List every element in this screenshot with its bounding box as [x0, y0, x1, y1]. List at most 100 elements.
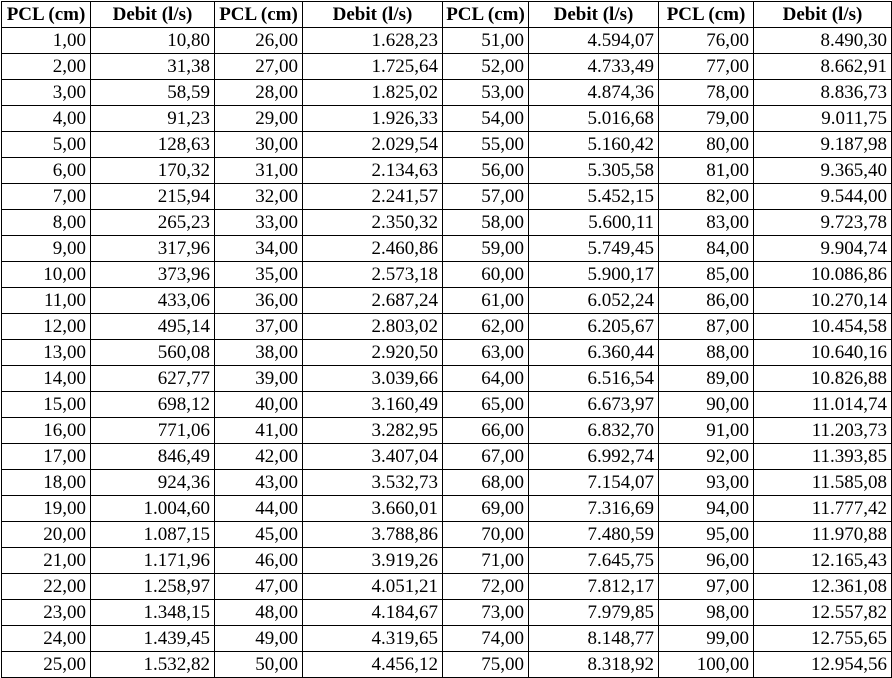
cell-pcl-4: 94,00: [658, 495, 754, 522]
cell-debit-3: 5.160,42: [528, 131, 659, 158]
cell-pcl-1: 21,00: [1, 547, 91, 574]
table-row: 25,00 1.532,82 50,00 4.456,12 75,00 8.318,92 1…: [1, 651, 892, 678]
cell-debit-1: 1.439,45: [90, 625, 215, 652]
cell-pcl-2: 44,00: [214, 495, 303, 522]
cell-debit-4: 10.640,16: [753, 339, 892, 366]
cell-pcl-2: 31,00: [214, 157, 303, 184]
cell-pcl-4: 85,00: [658, 261, 754, 288]
table-row: 24,00 1.439,45 49,00 4.319,65 74,00 8.148,77 9…: [1, 625, 892, 652]
cell-pcl-4: 93,00: [658, 469, 754, 496]
cell-debit-2: 3.039,66: [302, 365, 443, 392]
table-row: 14,00 627,77 39,00 3.039,66 64,00 6.516,54 89,…: [1, 365, 892, 392]
cell-pcl-2: 39,00: [214, 365, 303, 392]
cell-debit-1: 1.087,15: [90, 521, 215, 548]
cell-pcl-3: 69,00: [442, 495, 529, 522]
cell-debit-2: 2.920,50: [302, 339, 443, 366]
cell-pcl-2: 43,00: [214, 469, 303, 496]
cell-pcl-3: 53,00: [442, 79, 529, 106]
cell-pcl-1: 4,00: [1, 105, 91, 132]
cell-debit-4: 11.393,85: [753, 443, 892, 470]
cell-debit-3: 6.673,97: [528, 391, 659, 418]
cell-debit-3: 6.516,54: [528, 365, 659, 392]
cell-debit-2: 3.660,01: [302, 495, 443, 522]
cell-debit-3: 6.360,44: [528, 339, 659, 366]
cell-debit-2: 3.788,86: [302, 521, 443, 548]
cell-pcl-2: 45,00: [214, 521, 303, 548]
cell-pcl-4: 98,00: [658, 599, 754, 626]
cell-debit-2: 2.687,24: [302, 287, 443, 314]
table-row: 8,00 265,23 33,00 2.350,32 58,00 5.600,11 83,0…: [1, 209, 892, 236]
table-body: 1,00 10,80 26,00 1.628,23 51,00 4.594,07 76,00…: [1, 27, 892, 678]
header-pcl-1: PCL (cm): [1, 1, 91, 28]
cell-debit-4: 11.970,88: [753, 521, 892, 548]
cell-debit-4: 11.014,74: [753, 391, 892, 418]
cell-debit-2: 3.407,04: [302, 443, 443, 470]
cell-pcl-4: 86,00: [658, 287, 754, 314]
cell-debit-2: 2.029,54: [302, 131, 443, 158]
cell-pcl-3: 57,00: [442, 183, 529, 210]
table-row: 4,00 91,23 29,00 1.926,33 54,00 5.016,68 79,00…: [1, 105, 892, 132]
cell-pcl-3: 65,00: [442, 391, 529, 418]
cell-debit-4: 10.270,14: [753, 287, 892, 314]
cell-pcl-1: 16,00: [1, 417, 91, 444]
cell-pcl-1: 1,00: [1, 27, 91, 54]
cell-pcl-2: 40,00: [214, 391, 303, 418]
cell-debit-3: 7.316,69: [528, 495, 659, 522]
cell-pcl-4: 81,00: [658, 157, 754, 184]
cell-debit-4: 10.454,58: [753, 313, 892, 340]
cell-debit-3: 6.052,24: [528, 287, 659, 314]
cell-debit-1: 1.171,96: [90, 547, 215, 574]
cell-pcl-3: 74,00: [442, 625, 529, 652]
cell-pcl-3: 56,00: [442, 157, 529, 184]
cell-debit-2: 3.532,73: [302, 469, 443, 496]
cell-debit-3: 7.812,17: [528, 573, 659, 600]
table-row: 19,00 1.004,60 44,00 3.660,01 69,00 7.316,69 9…: [1, 495, 892, 522]
cell-debit-4: 10.826,88: [753, 365, 892, 392]
cell-debit-2: 4.319,65: [302, 625, 443, 652]
cell-pcl-4: 95,00: [658, 521, 754, 548]
header-debit-1: Debit (l/s): [90, 1, 215, 28]
cell-debit-4: 12.755,65: [753, 625, 892, 652]
cell-debit-1: 265,23: [90, 209, 215, 236]
cell-debit-3: 4.594,07: [528, 27, 659, 54]
cell-pcl-2: 35,00: [214, 261, 303, 288]
header-debit-3: Debit (l/s): [528, 1, 659, 28]
cell-pcl-2: 36,00: [214, 287, 303, 314]
cell-pcl-3: 59,00: [442, 235, 529, 262]
cell-debit-2: 2.803,02: [302, 313, 443, 340]
cell-pcl-3: 54,00: [442, 105, 529, 132]
cell-debit-2: 2.350,32: [302, 209, 443, 236]
table-row: 13,00 560,08 38,00 2.920,50 63,00 6.360,44 88,…: [1, 339, 892, 366]
cell-debit-3: 5.016,68: [528, 105, 659, 132]
cell-pcl-4: 80,00: [658, 131, 754, 158]
cell-pcl-2: 37,00: [214, 313, 303, 340]
cell-debit-2: 4.184,67: [302, 599, 443, 626]
cell-pcl-4: 100,00: [658, 651, 754, 678]
cell-debit-3: 5.749,45: [528, 235, 659, 262]
cell-pcl-1: 9,00: [1, 235, 91, 262]
table-row: 6,00 170,32 31,00 2.134,63 56,00 5.305,58 81,0…: [1, 157, 892, 184]
header-pcl-3: PCL (cm): [442, 1, 529, 28]
cell-pcl-2: 26,00: [214, 27, 303, 54]
cell-pcl-3: 61,00: [442, 287, 529, 314]
cell-debit-4: 9.544,00: [753, 183, 892, 210]
cell-debit-3: 6.992,74: [528, 443, 659, 470]
cell-debit-4: 12.557,82: [753, 599, 892, 626]
cell-debit-3: 7.480,59: [528, 521, 659, 548]
cell-pcl-1: 6,00: [1, 157, 91, 184]
cell-pcl-1: 19,00: [1, 495, 91, 522]
cell-pcl-3: 70,00: [442, 521, 529, 548]
cell-pcl-4: 97,00: [658, 573, 754, 600]
cell-debit-3: 7.645,75: [528, 547, 659, 574]
cell-pcl-3: 51,00: [442, 27, 529, 54]
cell-pcl-4: 83,00: [658, 209, 754, 236]
cell-pcl-3: 73,00: [442, 599, 529, 626]
table-row: 17,00 846,49 42,00 3.407,04 67,00 6.992,74 92,…: [1, 443, 892, 470]
cell-debit-1: 10,80: [90, 27, 215, 54]
cell-pcl-2: 32,00: [214, 183, 303, 210]
table-row: 10,00 373,96 35,00 2.573,18 60,00 5.900,17 85,…: [1, 261, 892, 288]
cell-pcl-2: 42,00: [214, 443, 303, 470]
cell-debit-2: 4.051,21: [302, 573, 443, 600]
cell-debit-1: 215,94: [90, 183, 215, 210]
cell-debit-4: 8.836,73: [753, 79, 892, 106]
